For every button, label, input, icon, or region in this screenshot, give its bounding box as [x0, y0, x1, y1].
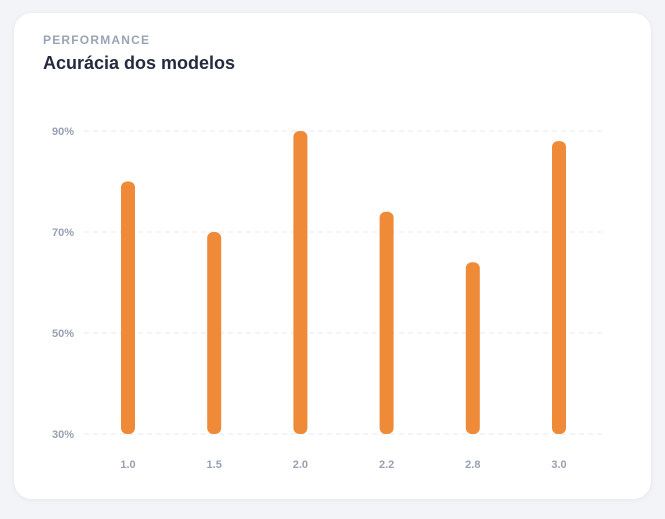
x-tick-label: 3.0 [551, 459, 566, 471]
x-tick-label: 1.5 [207, 459, 222, 471]
bar-2-2 [379, 211, 394, 434]
bar-3-0 [552, 141, 566, 434]
x-tick-label: 2.8 [465, 459, 480, 471]
bars [121, 131, 566, 434]
y-tick-label: 90% [52, 126, 74, 138]
x-tick-label: 1.0 [120, 459, 135, 471]
x-tick-label: 2.0 [293, 459, 308, 471]
bar-1-0 [121, 181, 135, 434]
bar-2-0 [293, 131, 308, 434]
bar-2-8 [465, 262, 480, 434]
y-tick-label: 70% [52, 227, 74, 239]
y-tick-label: 30% [52, 429, 74, 441]
x-tick-labels: 1.0 1.5 2.0 2.2 2.8 3.0 [120, 459, 566, 471]
y-tick-labels: 30% 50% 70% 90% [52, 126, 74, 441]
bar-chart: 30% 50% 70% 90% 1.0 1.5 2.0 2.2 2.8 3.0 [52, 126, 602, 471]
grid-lines [84, 130, 602, 435]
x-tick-label: 2.2 [379, 459, 394, 471]
card-eyebrow: PERFORMANCE [43, 33, 151, 47]
chart-title: Acurácia dos modelos [43, 53, 236, 73]
chart-card: PERFORMANCE Acurácia dos modelos 30% 50% 7… [14, 13, 651, 499]
bar-1-5 [207, 232, 222, 434]
y-tick-label: 50% [52, 328, 74, 340]
